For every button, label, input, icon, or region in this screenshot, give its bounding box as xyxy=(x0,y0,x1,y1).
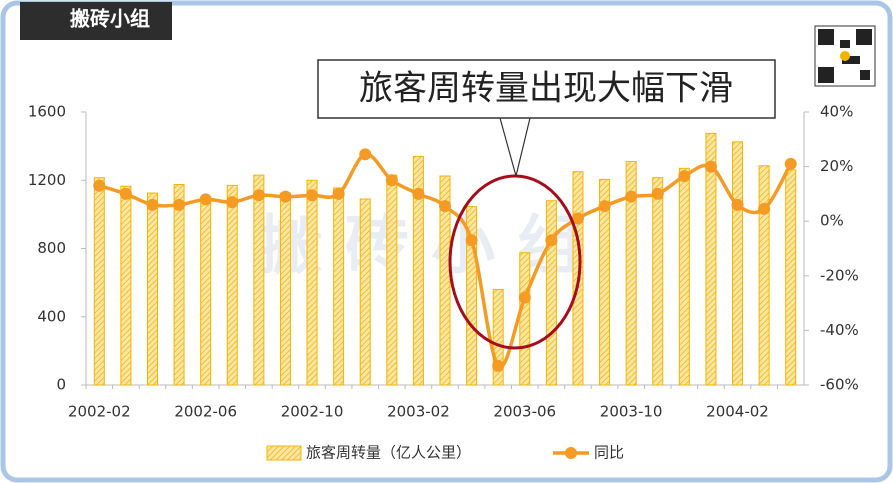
line-marker xyxy=(146,198,159,211)
bar xyxy=(492,288,504,386)
line-marker xyxy=(119,187,132,200)
bar xyxy=(359,198,371,386)
line-marker xyxy=(678,170,691,183)
qr-code xyxy=(814,25,876,87)
callout-line xyxy=(515,117,531,177)
bar xyxy=(279,192,291,386)
line-marker xyxy=(492,359,505,372)
legend-swatch xyxy=(266,445,302,461)
bar xyxy=(785,169,797,386)
line-marker xyxy=(571,212,584,225)
bar xyxy=(253,174,265,386)
line-marker xyxy=(651,187,664,200)
x-tick-label: 2002-06 xyxy=(174,403,237,421)
legend-label: 同比 xyxy=(594,444,624,462)
y-tick-label: 1600 xyxy=(28,103,66,121)
line-marker xyxy=(199,193,212,206)
y2-tick-label: -40% xyxy=(820,321,859,339)
line-marker xyxy=(279,190,292,203)
annotation: 旅客周转量出现大幅下滑 xyxy=(359,69,733,109)
line-marker xyxy=(439,200,451,213)
line-marker xyxy=(784,157,797,170)
callout-line xyxy=(499,117,517,177)
x-tick-label: 2004-02 xyxy=(706,403,769,421)
x-tick-label: 2003-02 xyxy=(387,403,450,421)
bar xyxy=(519,252,531,386)
bar xyxy=(146,192,158,386)
bar xyxy=(93,177,105,386)
x-tick-label: 2002-02 xyxy=(68,403,131,421)
line-marker xyxy=(226,196,239,209)
x-tick-label: 2002-10 xyxy=(281,403,344,421)
line-marker xyxy=(252,189,265,202)
bar xyxy=(758,165,770,386)
x-tick-label: 2003-10 xyxy=(600,403,663,421)
bar xyxy=(173,184,185,386)
line-marker xyxy=(598,200,611,213)
bar xyxy=(333,187,345,386)
annotation-box xyxy=(317,59,776,119)
line-marker xyxy=(758,202,771,215)
bar xyxy=(705,132,717,386)
bar xyxy=(625,160,637,386)
y-tick-label: 1200 xyxy=(28,171,66,189)
line-marker xyxy=(465,234,478,247)
line-marker xyxy=(704,160,717,173)
bar xyxy=(306,179,318,386)
bar xyxy=(226,184,238,386)
line-marker xyxy=(93,179,106,192)
bar xyxy=(732,141,744,386)
bar xyxy=(599,178,611,386)
line-marker xyxy=(545,234,558,247)
highlight-ellipse xyxy=(448,174,582,350)
legend-label: 旅客周转量（亿人公里） xyxy=(306,444,471,462)
line-marker xyxy=(625,190,638,203)
bar xyxy=(386,174,398,386)
line-marker xyxy=(518,291,531,304)
bar xyxy=(678,167,690,386)
line-marker xyxy=(359,148,372,161)
bar xyxy=(412,155,424,386)
legend-swatch xyxy=(565,447,577,459)
x-tick-label: 2003-06 xyxy=(493,403,556,421)
line-marker xyxy=(412,187,425,200)
line-marker xyxy=(385,174,398,187)
bar xyxy=(545,200,557,386)
line-marker xyxy=(173,198,186,211)
y2-tick-label: 20% xyxy=(820,157,853,175)
line-marker xyxy=(731,198,744,211)
bar xyxy=(200,196,212,386)
logo-box xyxy=(20,2,172,40)
y2-tick-label: 0% xyxy=(820,212,844,230)
y2-tick-label: 40% xyxy=(820,103,853,121)
y-tick-label: 0 xyxy=(56,376,66,394)
line-marker xyxy=(332,187,345,200)
y-tick-label: 800 xyxy=(37,239,66,257)
y2-tick-label: -20% xyxy=(820,266,859,284)
line xyxy=(98,152,793,369)
bar xyxy=(466,206,478,386)
line-marker xyxy=(306,189,319,202)
y-tick-label: 400 xyxy=(37,307,66,325)
bar xyxy=(652,177,664,386)
y2-tick-label: -60% xyxy=(820,376,859,394)
logo: 搬砖小组 xyxy=(70,7,150,31)
bar xyxy=(120,185,132,386)
